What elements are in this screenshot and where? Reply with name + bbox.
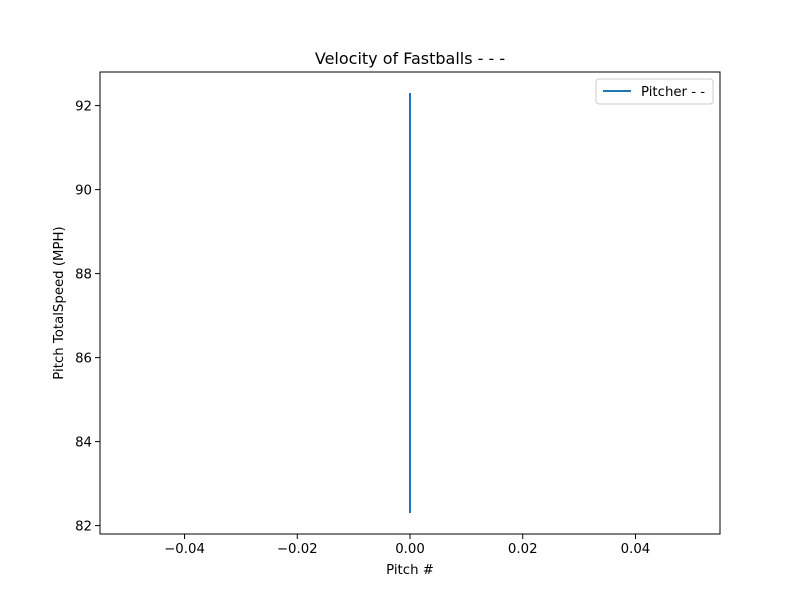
y-tick-label: 86 bbox=[75, 352, 92, 367]
legend: Pitcher - - bbox=[595, 78, 714, 105]
y-axis-ticks: 82 84 86 88 90 92 bbox=[75, 100, 100, 535]
chart-title: Velocity of Fastballs - - - bbox=[315, 49, 505, 68]
x-tick-label: 0.04 bbox=[621, 542, 651, 557]
y-tick-label: 88 bbox=[75, 268, 92, 283]
x-axis-ticks: −0.04 −0.02 0.00 0.02 0.04 bbox=[164, 534, 650, 557]
y-tick-label: 92 bbox=[75, 100, 92, 115]
y-axis-label: Pitch TotalSpeed (MPH) bbox=[52, 226, 67, 379]
x-axis-label: Pitch # bbox=[386, 563, 434, 578]
y-tick-label: 82 bbox=[75, 520, 92, 535]
legend-label: Pitcher - - bbox=[641, 85, 705, 100]
y-tick-label: 90 bbox=[75, 184, 92, 199]
x-tick-label: −0.04 bbox=[164, 542, 205, 557]
x-tick-label: −0.02 bbox=[277, 542, 318, 557]
y-tick-label: 84 bbox=[75, 436, 92, 451]
x-tick-label: 0.02 bbox=[508, 542, 538, 557]
x-tick-label: 0.00 bbox=[395, 542, 425, 557]
legend-box bbox=[595, 78, 714, 105]
